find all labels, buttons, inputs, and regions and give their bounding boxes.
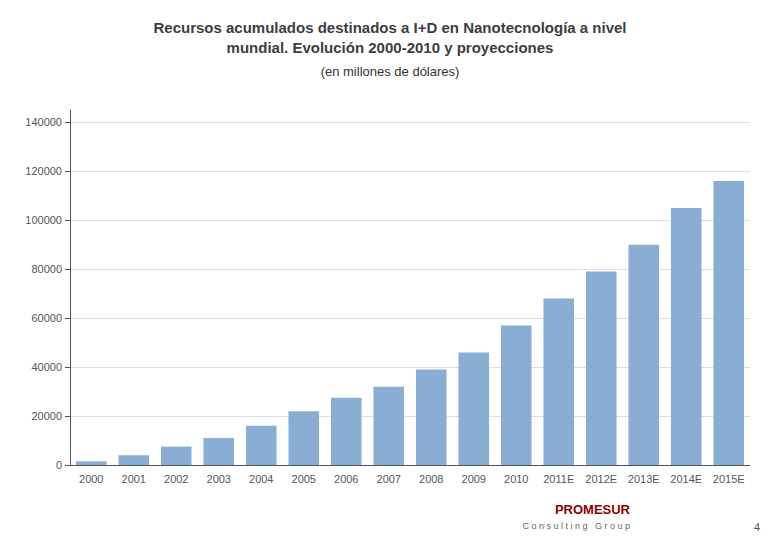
svg-text:140000: 140000	[25, 116, 62, 128]
svg-text:0: 0	[56, 459, 62, 471]
svg-text:PROMESUR: PROMESUR	[555, 502, 631, 517]
svg-text:Recursos acumulados destinados: Recursos acumulados destinados a I+D en …	[153, 19, 626, 36]
svg-text:2014E: 2014E	[670, 473, 702, 485]
svg-text:2015E: 2015E	[713, 473, 745, 485]
svg-text:40000: 40000	[31, 361, 62, 373]
svg-text:mundial. Evolución 2000-2010 y: mundial. Evolución 2000-2010 y proyeccio…	[227, 39, 554, 56]
svg-text:C o n s u l t i n g G r o u: C o n s u l t i n g G r o u p	[522, 521, 630, 531]
svg-text:4: 4	[754, 521, 760, 533]
svg-text:80000: 80000	[31, 263, 62, 275]
svg-text:60000: 60000	[31, 312, 62, 324]
svg-text:2006: 2006	[334, 473, 358, 485]
svg-text:120000: 120000	[25, 165, 62, 177]
svg-text:(en millones de dólares): (en millones de dólares)	[321, 64, 460, 79]
svg-text:2005: 2005	[292, 473, 316, 485]
svg-text:2000: 2000	[79, 473, 103, 485]
svg-text:2008: 2008	[419, 473, 443, 485]
svg-text:2002: 2002	[164, 473, 188, 485]
svg-text:2001: 2001	[122, 473, 146, 485]
svg-text:100000: 100000	[25, 214, 62, 226]
svg-text:2004: 2004	[249, 473, 273, 485]
svg-text:2003: 2003	[207, 473, 231, 485]
svg-text:2011E: 2011E	[543, 473, 574, 485]
svg-text:2007: 2007	[377, 473, 401, 485]
svg-text:20000: 20000	[31, 410, 62, 422]
svg-text:2012E: 2012E	[585, 473, 617, 485]
svg-text:2013E: 2013E	[628, 473, 660, 485]
svg-text:2010: 2010	[504, 473, 528, 485]
svg-text:2009: 2009	[462, 473, 486, 485]
